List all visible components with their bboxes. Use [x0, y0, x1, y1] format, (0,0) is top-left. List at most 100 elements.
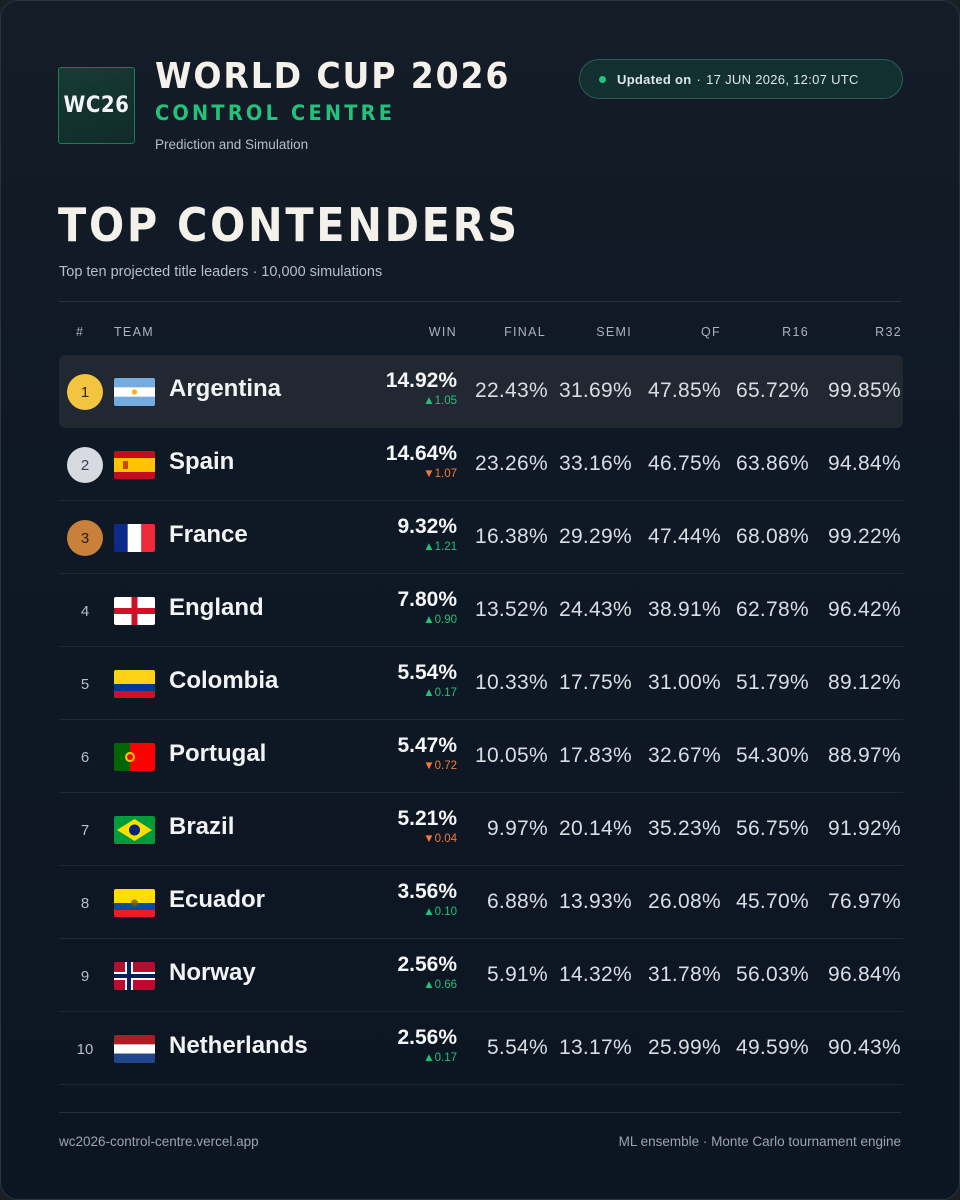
final-pct: 22.43% — [474, 379, 548, 402]
col-qf-header: QF — [701, 325, 721, 339]
r16-pct: 56.03% — [735, 963, 809, 986]
r16-pct: 49.59% — [735, 1036, 809, 1059]
france-flag-icon — [114, 524, 155, 552]
win-pct: 2.56% — [397, 1026, 457, 1049]
brazil-flag-icon — [114, 816, 155, 844]
table-row: 10 Netherlands 2.56% ▲0.17 5.54% 13.17% … — [59, 1012, 903, 1085]
team-name: Brazil — [169, 813, 235, 840]
win-probability: 5.54% ▲0.17 — [397, 661, 457, 700]
r16-pct: 56.75% — [735, 817, 809, 840]
final-pct: 5.91% — [486, 963, 548, 986]
win-probability: 3.56% ▲0.10 — [397, 880, 457, 919]
header-divider — [59, 301, 901, 302]
table-row: 6 Portugal 5.47% ▼0.72 10.05% 17.83% 32.… — [59, 720, 903, 793]
win-delta: ▲0.90 — [423, 614, 457, 626]
app-subtitle: CONTROL CENTRE — [155, 101, 396, 125]
contenders-table: 1 Argentina 14.92% ▲1.05 22.43% 31.69% 4… — [59, 355, 903, 1085]
r16-pct: 65.72% — [735, 379, 809, 402]
r32-pct: 96.42% — [827, 598, 901, 621]
r16-pct: 45.70% — [735, 890, 809, 913]
qf-pct: 47.44% — [647, 525, 721, 548]
r16-pct: 54.30% — [735, 744, 809, 767]
ecuador-flag-icon — [114, 889, 155, 917]
argentina-flag-icon — [114, 378, 155, 406]
win-pct: 14.92% — [385, 369, 457, 392]
rank-badge: 6 — [80, 748, 90, 766]
england-flag-icon — [114, 597, 155, 625]
win-probability: 14.92% ▲1.05 — [386, 369, 457, 408]
win-delta: ▲1.21 — [423, 541, 457, 553]
rank-badge: 5 — [80, 675, 90, 693]
win-delta: ▼0.72 — [423, 760, 457, 772]
r32-pct: 96.84% — [827, 963, 901, 986]
app-tagline: Prediction and Simulation — [155, 137, 309, 152]
wc26-logo: WC26 — [58, 67, 135, 144]
win-probability: 2.56% ▲0.66 — [397, 953, 457, 992]
win-probability: 9.32% ▲1.21 — [397, 515, 457, 554]
status-dot-icon — [599, 75, 606, 83]
table-row: 3 France 9.32% ▲1.21 16.38% 29.29% 47.44… — [59, 501, 903, 574]
norway-flag-icon — [114, 962, 155, 990]
r32-pct: 91.92% — [827, 817, 901, 840]
win-delta: ▼0.04 — [423, 833, 457, 845]
win-pct: 3.56% — [397, 880, 457, 903]
rank-badge: 4 — [80, 602, 90, 620]
final-pct: 10.33% — [474, 671, 548, 694]
r32-pct: 90.43% — [827, 1036, 901, 1059]
table-row: 2 Spain 14.64% ▼1.07 23.26% 33.16% 46.75… — [59, 428, 903, 501]
semi-pct: 20.14% — [558, 817, 632, 840]
semi-pct: 31.69% — [558, 379, 632, 402]
portugal-flag-icon — [114, 743, 155, 771]
section-subtitle: Top ten projected title leaders · 10,000… — [59, 264, 383, 280]
win-delta: ▲0.10 — [423, 906, 457, 918]
final-pct: 5.54% — [486, 1036, 548, 1059]
win-probability: 14.64% ▼1.07 — [386, 442, 457, 481]
semi-pct: 29.29% — [558, 525, 632, 548]
semi-pct: 17.75% — [558, 671, 632, 694]
win-pct: 7.80% — [397, 588, 457, 611]
qf-pct: 26.08% — [647, 890, 721, 913]
col-semi-header: SEMI — [596, 325, 632, 339]
qf-pct: 32.67% — [647, 744, 721, 767]
spain-flag-icon — [114, 451, 155, 479]
win-delta: ▲1.05 — [423, 395, 457, 407]
final-pct: 6.88% — [486, 890, 548, 913]
rank-badge: 7 — [80, 821, 90, 839]
final-pct: 13.52% — [474, 598, 548, 621]
win-pct: 9.32% — [397, 515, 457, 538]
qf-pct: 25.99% — [647, 1036, 721, 1059]
rank-badge: 1 — [67, 374, 103, 410]
app-title: WORLD CUP 2026 — [155, 56, 511, 97]
qf-pct: 31.00% — [647, 671, 721, 694]
qf-pct: 47.85% — [647, 379, 721, 402]
col-final-header: FINAL — [504, 325, 546, 339]
win-probability: 2.56% ▲0.17 — [397, 1026, 457, 1065]
win-pct: 5.21% — [397, 807, 457, 830]
r32-pct: 99.85% — [827, 379, 901, 402]
win-pct: 5.47% — [397, 734, 457, 757]
col-win-header: WIN — [428, 325, 457, 339]
team-name: Argentina — [169, 375, 282, 402]
rank-badge: 10 — [76, 1040, 94, 1058]
semi-pct: 33.16% — [558, 452, 632, 475]
r16-pct: 63.86% — [735, 452, 809, 475]
updated-separator: · — [696, 71, 702, 87]
win-pct: 2.56% — [397, 953, 457, 976]
semi-pct: 14.32% — [558, 963, 632, 986]
qf-pct: 38.91% — [647, 598, 721, 621]
table-row: 8 Ecuador 3.56% ▲0.10 6.88% 13.93% 26.08… — [59, 866, 903, 939]
section-title: TOP CONTENDERS — [58, 198, 520, 252]
semi-pct: 13.17% — [558, 1036, 632, 1059]
r32-pct: 99.22% — [827, 525, 901, 548]
footer-divider — [59, 1112, 901, 1113]
win-delta: ▲0.66 — [423, 979, 457, 991]
updated-timestamp: 17 JUN 2026, 12:07 UTC — [706, 71, 859, 87]
footer-url: wc2026-control-centre.vercel.app — [59, 1134, 259, 1149]
r16-pct: 68.08% — [735, 525, 809, 548]
qf-pct: 35.23% — [647, 817, 721, 840]
win-probability: 7.80% ▲0.90 — [397, 588, 457, 627]
win-probability: 5.47% ▼0.72 — [397, 734, 457, 773]
final-pct: 23.26% — [474, 452, 548, 475]
semi-pct: 17.83% — [558, 744, 632, 767]
